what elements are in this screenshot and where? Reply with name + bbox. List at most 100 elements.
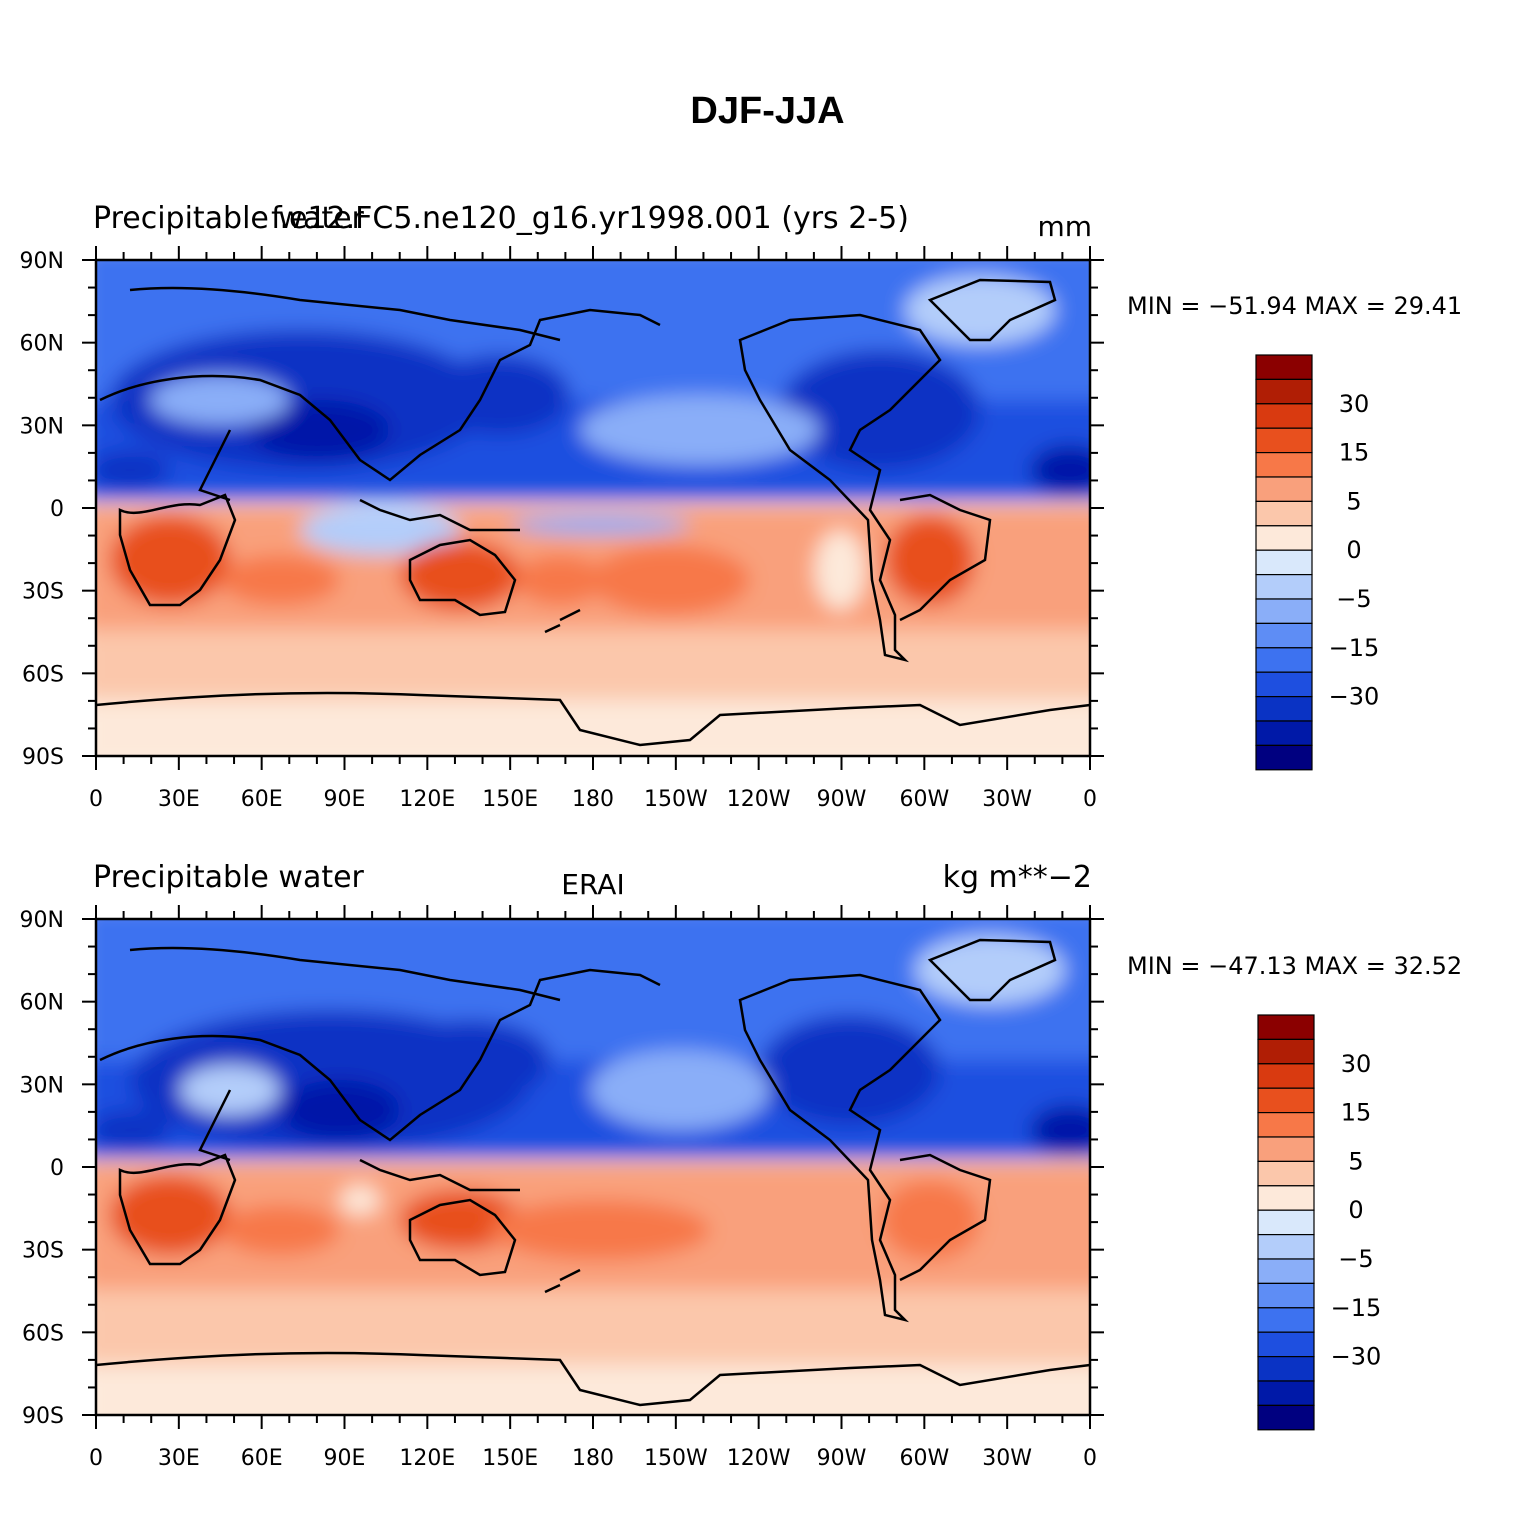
colorbar-label: −15 <box>1331 1294 1382 1322</box>
colorbar-box <box>1257 1355 1315 1382</box>
colorbar-box <box>1255 476 1313 502</box>
panel-2-min-max: MIN = −47.13 MAX = 32.52 <box>1127 952 1462 980</box>
panel-1-axes: 0 30E 60E 90E 120E 150E 180 150W 120W 90W 60W 30W 09… <box>20 246 1104 812</box>
x-tick-label: 90W <box>817 787 867 812</box>
x-tick-label: 90W <box>817 1446 867 1471</box>
colorbar-box <box>1257 1136 1315 1162</box>
y-tick-label: 60S <box>22 662 64 687</box>
colorbar-box <box>1257 1331 1315 1358</box>
panel-1-min-max: MIN = −51.94 MAX = 29.41 <box>1127 292 1462 320</box>
colorbar-box <box>1257 1282 1315 1309</box>
x-tick-label: 120E <box>399 787 455 812</box>
colorbar-label: 5 <box>1348 1147 1363 1175</box>
x-tick-label: 90E <box>324 787 366 812</box>
x-tick-label: 150W <box>644 1446 708 1471</box>
x-tick-label: 30E <box>158 787 200 812</box>
x-tick-label: 60E <box>241 1446 283 1471</box>
x-tick-label: 30E <box>158 1446 200 1471</box>
colorbar-box <box>1257 1404 1315 1431</box>
colorbar-label: −15 <box>1329 634 1380 662</box>
colorbar-box <box>1255 525 1313 551</box>
y-tick-label: 90S <box>22 745 64 770</box>
panel-2-colorbar: 30 15 5 0 −5 −15 −30 <box>1257 1014 1382 1431</box>
panel-1-center-title: f.e12.FC5.ne120_g16.yr1998.001 (yrs 2-5) <box>271 201 909 236</box>
colorbar-box <box>1255 573 1313 600</box>
colorbar-box <box>1257 1087 1315 1114</box>
x-tick-label: 180 <box>572 1446 614 1471</box>
panel-1-coastlines <box>96 278 1090 747</box>
x-tick-label: 0 <box>89 787 103 812</box>
y-tick-label: 60S <box>22 1321 64 1346</box>
y-tick-label: 30N <box>20 414 64 439</box>
x-tick-label: 60E <box>241 787 283 812</box>
panel-1-colorbar: 30 15 5 0 −5 −15 −30 <box>1255 354 1380 771</box>
x-tick-label: 60W <box>899 787 949 812</box>
colorbar-box <box>1255 427 1313 454</box>
y-tick-label: 60N <box>20 332 64 357</box>
x-tick-label: 60W <box>899 1446 949 1471</box>
colorbar-box <box>1255 622 1313 649</box>
colorbar-label: −5 <box>1336 585 1371 613</box>
x-tick-label: 0 <box>1083 1446 1097 1471</box>
x-tick-label: 30W <box>982 1446 1032 1471</box>
y-tick-label: 30S <box>22 580 64 605</box>
colorbar-box <box>1257 1185 1315 1211</box>
figure-title: DJF-JJA <box>690 90 845 132</box>
colorbar-label: 15 <box>1339 439 1370 467</box>
x-tick-label: 150E <box>482 787 538 812</box>
colorbar-box <box>1255 695 1313 722</box>
panel-1-left-title: Precipitable water <box>93 201 365 236</box>
y-tick-label: 60N <box>20 991 64 1016</box>
x-tick-label: 0 <box>89 1446 103 1471</box>
panel-2-axes: 0 30E 60E 90E 120E 150E 180 150W 120W 90W 60W 30W 09… <box>20 905 1104 1471</box>
y-tick-label: 0 <box>50 1156 64 1181</box>
colorbar-box <box>1257 1209 1315 1236</box>
colorbar-box <box>1255 671 1313 698</box>
colorbar-label: 15 <box>1341 1099 1372 1127</box>
x-tick-label: 0 <box>1083 787 1097 812</box>
colorbar-box <box>1257 1038 1315 1065</box>
colorbar-box <box>1255 549 1313 576</box>
colorbar-box <box>1257 1307 1315 1333</box>
colorbar-label: 30 <box>1339 390 1370 418</box>
panel-2-contour-field <box>96 919 1090 1415</box>
panel-2: Precipitable water ERAI kg m**−2 <box>20 860 1463 1471</box>
colorbar-box <box>1255 720 1313 746</box>
panel-1-contour-field <box>96 260 1090 756</box>
colorbar-label: −30 <box>1329 683 1380 711</box>
x-tick-label: 120W <box>727 787 791 812</box>
y-tick-label: 90N <box>20 908 64 933</box>
y-tick-label: 0 <box>50 497 64 522</box>
colorbar-label: 0 <box>1348 1196 1363 1224</box>
colorbar-box <box>1257 1111 1315 1138</box>
colorbar-box <box>1255 354 1313 380</box>
colorbar-label: 0 <box>1346 536 1361 564</box>
colorbar-box <box>1255 452 1313 478</box>
colorbar-box <box>1255 403 1313 429</box>
x-tick-label: 180 <box>572 787 614 812</box>
y-tick-label: 90S <box>22 1404 64 1429</box>
y-tick-label: 30N <box>20 1073 64 1098</box>
colorbar-box <box>1255 500 1313 527</box>
colorbar-label: −30 <box>1331 1343 1382 1371</box>
colorbar-box <box>1257 1063 1315 1089</box>
y-tick-label: 90N <box>20 249 64 274</box>
colorbar-box <box>1257 1160 1315 1187</box>
panel-2-center-title: ERAI <box>561 868 624 901</box>
panel-1: Precipitable water f.e12.FC5.ne120_g16.y… <box>20 201 1463 812</box>
x-tick-label: 120E <box>399 1446 455 1471</box>
colorbar-box <box>1257 1014 1315 1040</box>
x-tick-label: 150W <box>644 787 708 812</box>
panel-1-units: mm <box>1037 210 1092 243</box>
colorbar-box <box>1255 598 1313 624</box>
x-tick-label: 120W <box>727 1446 791 1471</box>
colorbar-box <box>1257 1258 1315 1284</box>
colorbar-box <box>1255 744 1313 771</box>
panel-2-left-title: Precipitable water <box>93 860 365 895</box>
panel-2-units: kg m**−2 <box>943 860 1092 895</box>
colorbar-label: −5 <box>1338 1245 1373 1273</box>
colorbar-box <box>1257 1380 1315 1406</box>
x-tick-label: 90E <box>324 1446 366 1471</box>
x-tick-label: 30W <box>982 787 1032 812</box>
